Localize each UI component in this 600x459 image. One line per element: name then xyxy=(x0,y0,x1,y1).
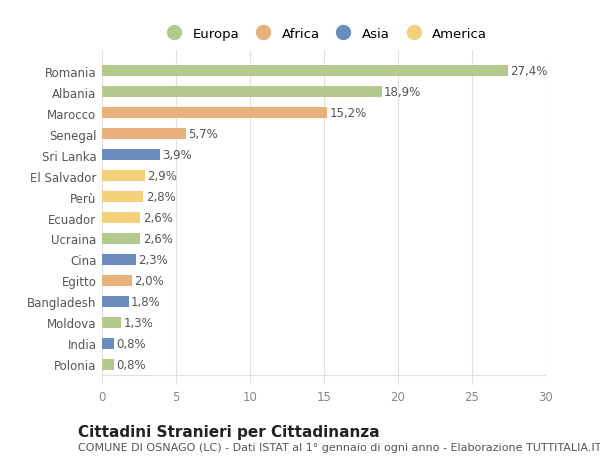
Text: 2,0%: 2,0% xyxy=(134,274,164,287)
Bar xyxy=(102,66,508,77)
Bar xyxy=(102,107,327,119)
Bar xyxy=(102,129,187,140)
Bar xyxy=(102,212,140,224)
Text: 5,7%: 5,7% xyxy=(188,128,218,141)
Text: COMUNE DI OSNAGO (LC) - Dati ISTAT al 1° gennaio di ogni anno - Elaborazione TUT: COMUNE DI OSNAGO (LC) - Dati ISTAT al 1°… xyxy=(78,442,600,452)
Text: 2,6%: 2,6% xyxy=(143,232,173,246)
Text: 2,6%: 2,6% xyxy=(143,212,173,224)
Text: 1,3%: 1,3% xyxy=(124,316,153,329)
Text: 3,9%: 3,9% xyxy=(162,149,191,162)
Text: 18,9%: 18,9% xyxy=(384,86,421,99)
Text: 1,8%: 1,8% xyxy=(131,295,161,308)
Text: 0,8%: 0,8% xyxy=(116,337,146,350)
Text: 2,9%: 2,9% xyxy=(147,170,177,183)
Bar xyxy=(102,150,160,161)
Bar xyxy=(102,338,114,349)
Text: Cittadini Stranieri per Cittadinanza: Cittadini Stranieri per Cittadinanza xyxy=(78,425,380,440)
Bar xyxy=(102,233,140,245)
Bar xyxy=(102,296,128,308)
Bar xyxy=(102,359,114,370)
Text: 2,8%: 2,8% xyxy=(146,190,175,204)
Text: 15,2%: 15,2% xyxy=(329,107,367,120)
Text: 2,3%: 2,3% xyxy=(138,253,168,266)
Text: 27,4%: 27,4% xyxy=(510,65,547,78)
Bar xyxy=(102,275,131,286)
Bar xyxy=(102,254,136,266)
Bar xyxy=(102,191,143,203)
Bar xyxy=(102,317,121,329)
Legend: Europa, Africa, Asia, America: Europa, Africa, Asia, America xyxy=(157,23,491,45)
Bar xyxy=(102,87,382,98)
Bar xyxy=(102,170,145,182)
Text: 0,8%: 0,8% xyxy=(116,358,146,371)
